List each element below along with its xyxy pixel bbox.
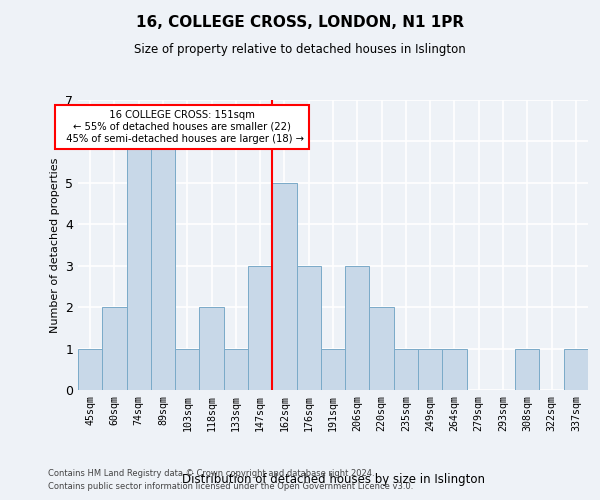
Bar — [248, 266, 272, 390]
Bar — [564, 348, 588, 390]
Bar — [296, 266, 321, 390]
Bar — [272, 183, 296, 390]
Text: Size of property relative to detached houses in Islington: Size of property relative to detached ho… — [134, 42, 466, 56]
Bar — [418, 348, 442, 390]
Bar — [394, 348, 418, 390]
Bar — [102, 307, 127, 390]
Bar — [345, 266, 370, 390]
Bar — [515, 348, 539, 390]
Bar — [199, 307, 224, 390]
Text: 16, COLLEGE CROSS, LONDON, N1 1PR: 16, COLLEGE CROSS, LONDON, N1 1PR — [136, 15, 464, 30]
Bar — [321, 348, 345, 390]
Y-axis label: Number of detached properties: Number of detached properties — [50, 158, 59, 332]
Text: 16 COLLEGE CROSS: 151sqm  
← 55% of detached houses are smaller (22)
  45% of se: 16 COLLEGE CROSS: 151sqm ← 55% of detach… — [61, 110, 304, 144]
Text: Contains HM Land Registry data © Crown copyright and database right 2024.: Contains HM Land Registry data © Crown c… — [48, 468, 374, 477]
Bar — [370, 307, 394, 390]
Bar — [151, 142, 175, 390]
Text: Contains public sector information licensed under the Open Government Licence v3: Contains public sector information licen… — [48, 482, 413, 491]
X-axis label: Distribution of detached houses by size in Islington: Distribution of detached houses by size … — [182, 472, 485, 486]
Bar — [442, 348, 467, 390]
Bar — [127, 142, 151, 390]
Bar — [175, 348, 199, 390]
Bar — [224, 348, 248, 390]
Bar — [78, 348, 102, 390]
